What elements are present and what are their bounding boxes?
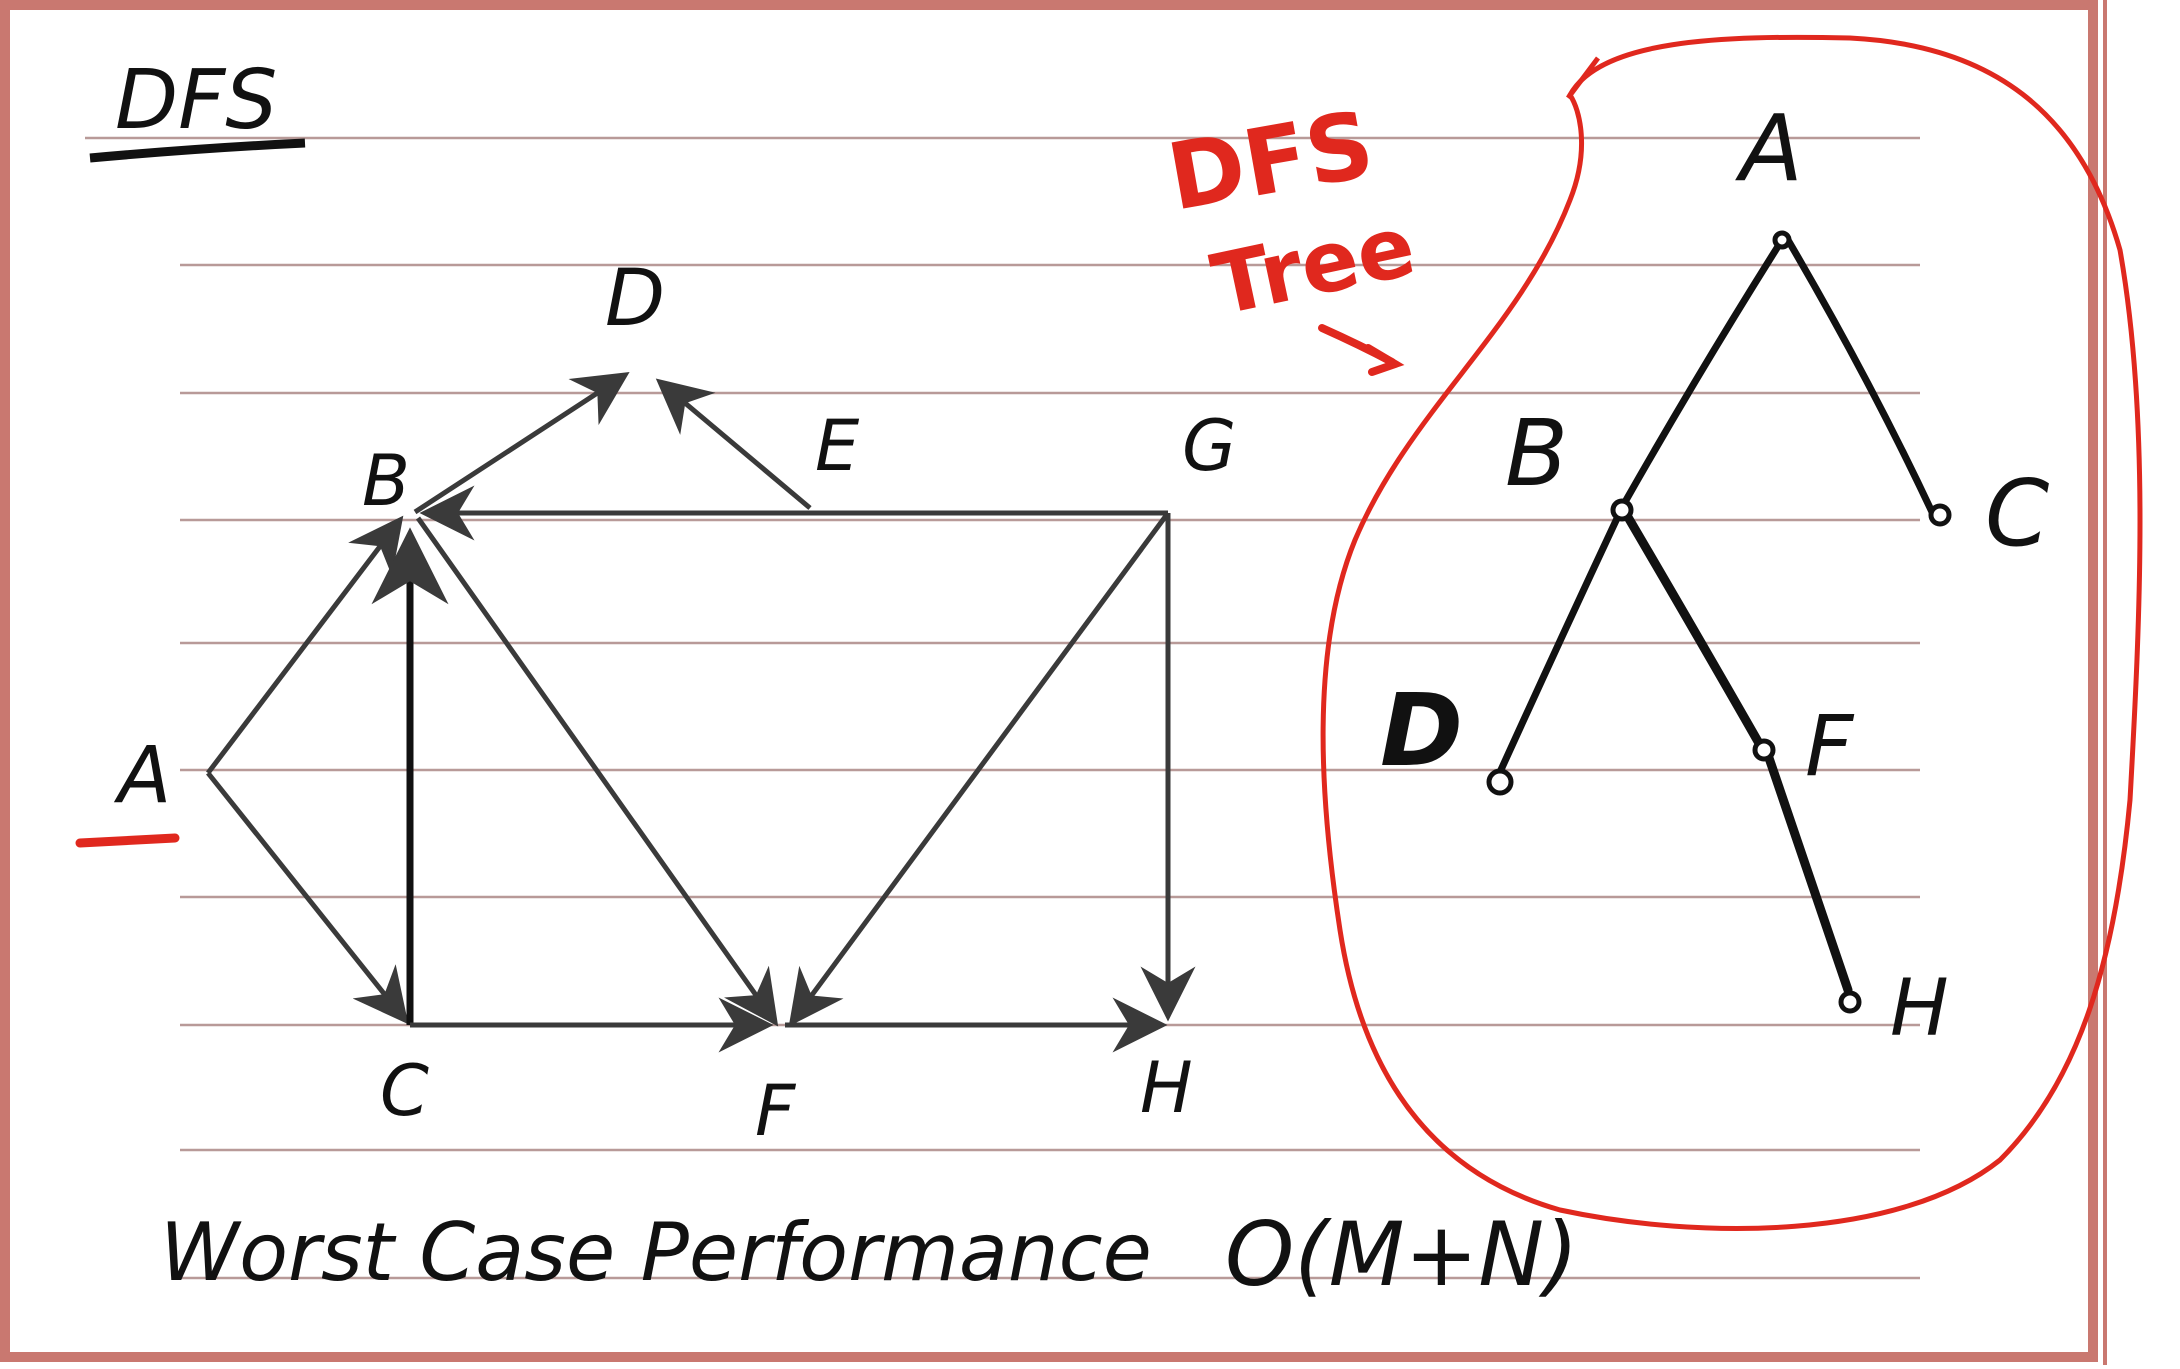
tree-edge-F-H: [1763, 750, 1853, 995]
title-underline: [89, 138, 306, 163]
edge-E-D: [655, 378, 812, 510]
footer-complexity: O(M+N): [1225, 1203, 1578, 1306]
tree-dot-H: [1838, 990, 1862, 1014]
ruled-lines: [85, 136, 1920, 1280]
graph-node-E: E: [815, 405, 860, 487]
edge-G-F: [788, 511, 1171, 1027]
card-border: [0, 0, 2098, 1362]
tree-labels: A B C D F H: [1380, 95, 2049, 1054]
graph-node-C: C: [380, 1050, 429, 1132]
graph-labels: A B C D E F G H: [113, 254, 1236, 1152]
tree-node-D: D: [1380, 672, 1463, 789]
tree-node-F: F: [1805, 697, 1855, 795]
tree-dot-F: [1752, 738, 1776, 762]
footer-text: Worst Case Performance: [160, 1206, 1152, 1299]
tree-dot-B: [1610, 498, 1634, 522]
tree-highlight-circle: [1320, 34, 2143, 1231]
annotation-arrow-head: [1364, 344, 1405, 376]
start-marker: [75, 833, 180, 848]
graph-node-G: G: [1182, 405, 1236, 487]
tree-node-C: C: [1985, 460, 2049, 567]
graph-node-F: F: [755, 1070, 797, 1152]
annotation: DFS Tree: [1160, 91, 1423, 376]
edge-B-F: [415, 516, 779, 1027]
tree-dot-C: [1928, 503, 1952, 527]
graph-node-A: A: [113, 731, 171, 821]
tree-edge-A-C: [1784, 236, 1936, 516]
tree-node-dots: [1486, 230, 1952, 1014]
page-title: DFS: [115, 53, 277, 148]
edge-A-C: [206, 771, 409, 1025]
tree-dot-D: [1486, 768, 1514, 796]
tree-node-A: A: [1735, 95, 1803, 202]
tree-edge-B-F: [1620, 507, 1765, 750]
tree-edge-A-B: [1621, 236, 1786, 506]
graph-node-H: H: [1140, 1047, 1193, 1129]
circle-tail: [1566, 56, 1600, 100]
graph-node-B: B: [362, 440, 410, 522]
edge-A-B: [206, 515, 404, 775]
tree-node-B: B: [1505, 400, 1568, 507]
tree-edge-B-D: [1496, 508, 1624, 776]
graph-edges: [206, 371, 1196, 1053]
graph-node-D: D: [605, 254, 665, 344]
tree-edges: [1496, 236, 1936, 995]
edge-B-D: [413, 371, 630, 515]
tree-node-H: H: [1890, 964, 1949, 1054]
tree-dot-A: [1772, 230, 1792, 250]
